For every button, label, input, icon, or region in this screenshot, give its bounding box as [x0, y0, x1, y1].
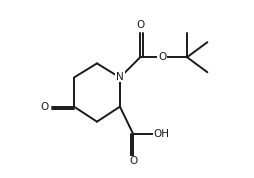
Text: O: O: [136, 20, 144, 30]
Text: O: O: [158, 52, 166, 62]
Text: O: O: [41, 102, 49, 112]
Text: OH: OH: [153, 129, 169, 139]
Text: N: N: [116, 72, 124, 82]
Text: O: O: [129, 156, 137, 166]
